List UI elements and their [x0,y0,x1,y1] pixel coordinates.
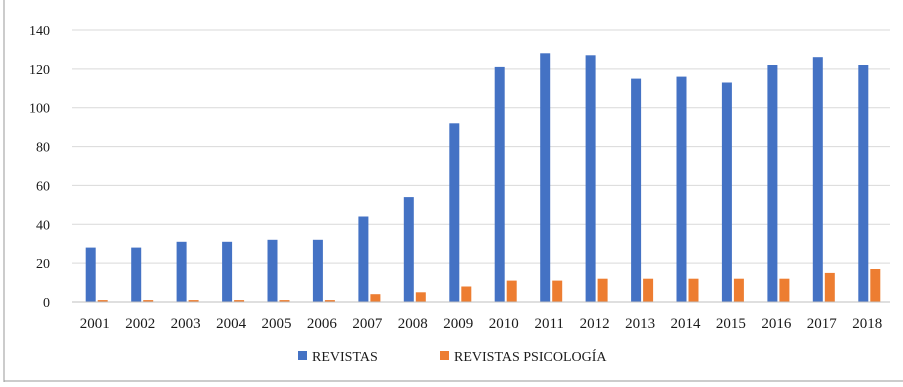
y-tick-label: 100 [29,102,50,117]
bar-revistas-2014 [676,76,687,302]
legend-swatch [440,351,449,360]
x-tick-label: 2011 [534,316,563,332]
x-tick-label: 2009 [443,316,473,332]
bar-revistas-psicologia-2006 [324,300,335,302]
bar-revistas-2004 [222,241,233,302]
x-tick-label: 2012 [580,316,610,332]
bar-revistas-2006 [312,239,323,302]
x-tick-label: 2001 [80,316,110,332]
x-tick-label: 2015 [716,316,746,332]
legend: REVISTAS REVISTAS PSICOLOGÍA [298,348,607,365]
bar-revistas-psicologia-2009 [461,286,472,302]
bar-revistas-2013 [631,78,642,302]
bar-revistas-2010 [494,66,505,303]
bar-revistas-psicologia-2013 [643,278,654,302]
bar-revistas-2001 [85,247,96,302]
y-axis: 0 20 40 60 80 100 120 140 [29,24,50,311]
x-tick-label: 2005 [262,316,292,332]
legend-label: REVISTAS [312,350,378,365]
bar-revistas-2016 [767,65,778,302]
bar-revistas-psicologia-2004 [234,300,245,302]
y-tick-label: 120 [29,63,50,78]
x-tick-label: 2007 [352,316,383,332]
x-tick-label: 2010 [489,316,519,332]
x-tick-label: 2008 [398,316,428,332]
bar-revistas-2015 [721,82,732,302]
bar-revistas-psicologia-2015 [733,278,744,302]
bar-revistas-psicologia-2005 [279,300,290,302]
x-tick-label: 2003 [171,316,201,332]
bar-revistas-2018 [858,65,869,302]
bar-revistas-psicologia-2010 [506,280,517,302]
x-axis: 2001 2002 2003 2004 2005 2006 2007 2008 2009 2010… [72,301,890,332]
bar-revistas-psicologia-2012 [597,278,608,302]
bar-revistas-2002 [131,247,142,302]
x-tick-label: 2017 [807,316,838,332]
legend-label: REVISTAS PSICOLOGÍA [454,348,607,365]
bar-revistas-psicologia-2017 [824,272,835,302]
y-tick-label: 80 [36,141,50,156]
x-tick-label: 2014 [671,316,702,332]
gridlines [72,29,890,264]
y-tick-label: 140 [29,24,50,39]
bar-revistas-psicologia-2007 [370,294,381,302]
legend-swatch [298,351,307,360]
bar-revistas-2009 [449,123,460,302]
bar-revistas-psicologia-2001 [97,300,108,302]
x-tick-label: 2016 [761,316,792,332]
bar-revistas-2003 [176,241,187,302]
bar-revistas-2017 [812,57,823,303]
y-tick-label: 20 [36,257,50,272]
bar-revistas-psicologia-2011 [552,280,563,302]
bar-revistas-psicologia-2016 [779,278,790,302]
y-tick-label: 40 [36,218,50,233]
bar-revistas-psicologia-2014 [688,278,699,302]
bar-revistas-psicologia-2008 [415,292,426,302]
bars [85,53,881,303]
x-tick-label: 2013 [625,316,655,332]
bar-revistas-2012 [585,55,596,302]
bar-revistas-2007 [358,216,369,302]
bar-revistas-psicologia-2003 [188,300,199,302]
bar-revistas-2008 [403,197,414,302]
x-tick-label: 2018 [852,316,882,332]
x-tick-label: 2004 [216,316,247,332]
bar-revistas-psicologia-2002 [143,300,154,302]
x-tick-label: 2002 [125,316,155,332]
y-tick-label: 0 [43,296,50,311]
bar-revistas-2005 [267,239,278,302]
y-tick-label: 60 [36,179,50,194]
bar-revistas-2011 [540,53,551,302]
bar-revistas-psicologia-2018 [870,269,881,302]
x-tick-label: 2006 [307,316,338,332]
